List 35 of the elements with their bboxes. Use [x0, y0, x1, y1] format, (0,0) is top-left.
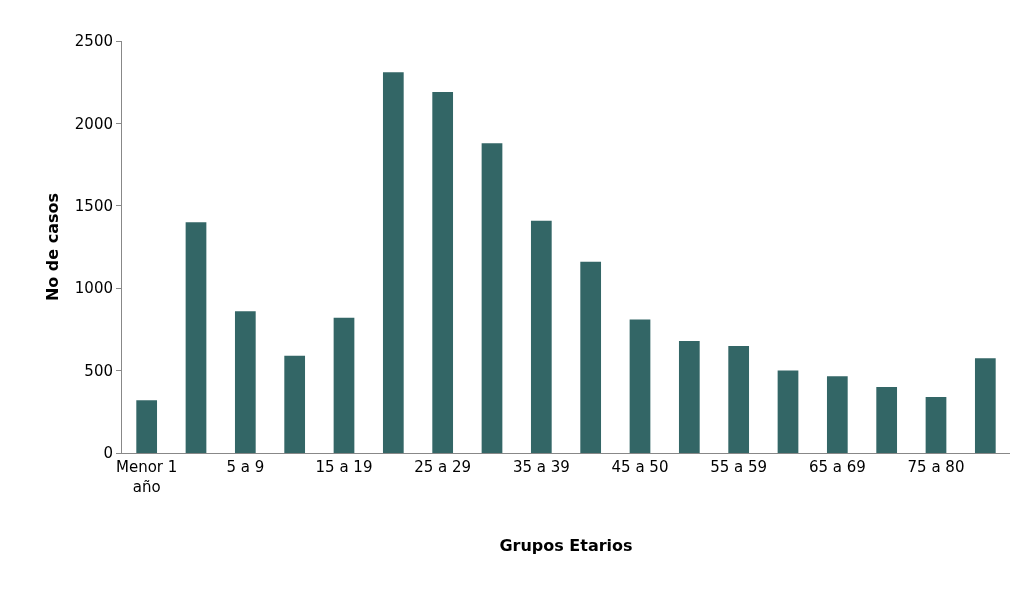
bar — [580, 261, 602, 453]
bar — [481, 143, 503, 453]
x-tick-label: 45 a 50 — [611, 458, 669, 476]
y-tick-label: 1000 — [74, 279, 113, 298]
bar — [925, 396, 947, 453]
bar — [284, 355, 306, 453]
x-tick-label: 35 a 39 — [512, 458, 570, 476]
bar — [382, 72, 404, 453]
x-tick-label: Menor 1 año — [116, 458, 178, 496]
bar — [777, 370, 799, 453]
x-tick-label: 55 a 59 — [710, 458, 768, 476]
y-tick-label: 500 — [84, 361, 113, 380]
x-axis-title: Grupos Etarios — [499, 536, 633, 556]
y-axis-title: No de casos — [42, 192, 62, 302]
bar — [530, 220, 552, 453]
x-tick-label: 75 a 80 — [907, 458, 965, 476]
bar — [234, 311, 256, 453]
x-tick-label: 5 a 9 — [226, 458, 265, 476]
bar — [728, 345, 750, 453]
bar — [432, 92, 454, 453]
bar — [974, 358, 996, 453]
x-tick-label: 15 a 19 — [315, 458, 373, 476]
bar — [826, 376, 848, 453]
x-tick-label: 65 a 69 — [808, 458, 866, 476]
x-tick-label: 25 a 29 — [414, 458, 472, 476]
bar — [876, 387, 898, 453]
bar — [136, 400, 158, 453]
bar — [185, 222, 207, 453]
y-tick-label: 2500 — [74, 32, 113, 51]
bar — [333, 317, 355, 453]
y-tick-label: 2000 — [74, 114, 113, 133]
bar — [678, 340, 700, 453]
y-tick-label: 1500 — [74, 197, 113, 216]
bar — [629, 319, 651, 453]
y-tick-label: 0 — [103, 444, 113, 463]
